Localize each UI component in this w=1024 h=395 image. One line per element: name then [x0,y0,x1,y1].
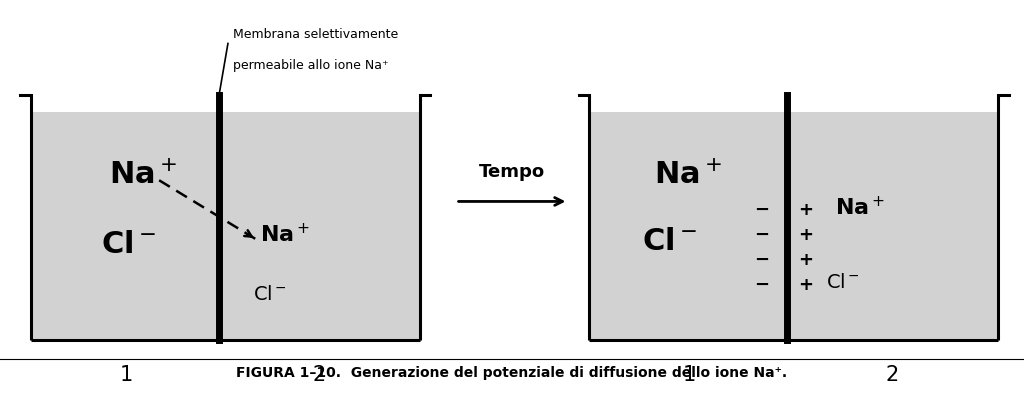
Text: Cl$^-$: Cl$^-$ [253,285,287,304]
Text: −: − [755,276,769,294]
Text: −: − [755,251,769,269]
Text: Na$^+$: Na$^+$ [260,223,310,246]
Text: 1: 1 [683,365,695,386]
Text: Cl$^-$: Cl$^-$ [100,229,156,259]
Text: FIGURA 1–10.  Generazione del potenziale di diffusione dello ione Na⁺.: FIGURA 1–10. Generazione del potenziale … [237,366,787,380]
Text: permeabile allo ione Na⁺: permeabile allo ione Na⁺ [233,59,389,72]
Text: −: − [755,201,769,219]
Bar [31,112,420,340]
Text: 1: 1 [120,365,133,386]
Text: Na$^+$: Na$^+$ [835,196,885,219]
Text: 2: 2 [886,365,898,386]
Text: −: − [755,226,769,244]
Text: Na$^+$: Na$^+$ [654,161,723,190]
Text: Na$^+$: Na$^+$ [109,161,177,190]
Text: Tempo: Tempo [479,163,545,181]
Text: 2: 2 [312,365,326,386]
Text: Cl$^-$: Cl$^-$ [826,273,860,292]
Text: +: + [799,226,813,244]
Text: +: + [799,251,813,269]
Bar [589,112,998,340]
Text: +: + [799,276,813,294]
Text: Cl$^-$: Cl$^-$ [642,227,697,256]
Text: Membrana selettivamente: Membrana selettivamente [233,28,398,41]
Text: +: + [799,201,813,219]
